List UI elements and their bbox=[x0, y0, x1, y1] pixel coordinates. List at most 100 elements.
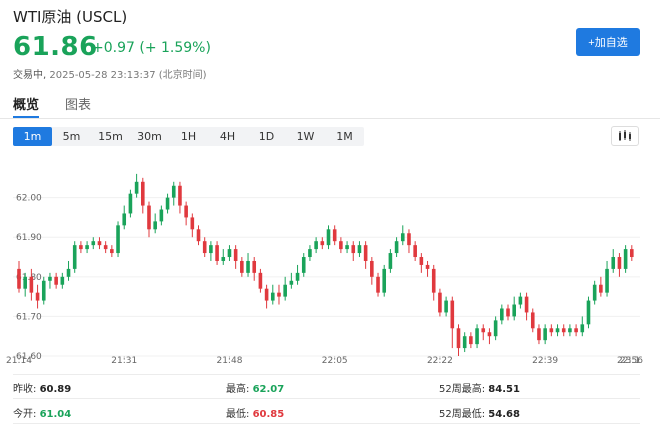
candle-body bbox=[462, 336, 467, 349]
stat-value: 60.89 bbox=[39, 384, 72, 395]
candle-body bbox=[289, 280, 294, 285]
candle-body bbox=[227, 249, 232, 258]
candle-body bbox=[277, 292, 281, 297]
candle-body bbox=[543, 328, 547, 341]
period-30m[interactable]: 30m bbox=[137, 130, 162, 143]
candle-body bbox=[190, 217, 195, 230]
y-tick-label: 61.60 bbox=[16, 352, 42, 362]
tab-overview[interactable]: 概览 bbox=[13, 98, 40, 113]
last-price: 61.86 bbox=[13, 32, 98, 62]
candle-body bbox=[376, 276, 380, 293]
candle-body bbox=[97, 241, 102, 246]
candle-body bbox=[623, 249, 628, 269]
stat-label: 最高: bbox=[226, 384, 250, 395]
candle-body bbox=[202, 241, 207, 254]
candle-body bbox=[246, 260, 250, 273]
instrument-title: WTI原油 (USCL) bbox=[13, 8, 128, 26]
candle-body bbox=[574, 328, 578, 333]
candle-body bbox=[308, 249, 312, 258]
candle-body bbox=[48, 276, 52, 281]
period-1mo[interactable]: 1M bbox=[336, 130, 353, 143]
candle-body bbox=[431, 268, 436, 293]
candle-body bbox=[23, 276, 27, 289]
candle-body bbox=[493, 320, 498, 337]
period-1h[interactable]: 1H bbox=[180, 130, 197, 143]
period-1w[interactable]: 1W bbox=[296, 130, 315, 143]
candle-body bbox=[592, 284, 597, 301]
candle-body bbox=[184, 205, 188, 218]
period-15m[interactable]: 15m bbox=[98, 130, 123, 143]
candle-body bbox=[555, 328, 560, 333]
candle-body bbox=[141, 181, 145, 206]
candle-body bbox=[370, 260, 374, 277]
candle-body bbox=[450, 300, 455, 329]
candle-body bbox=[215, 245, 219, 261]
candle-body bbox=[85, 245, 89, 250]
period-5m[interactable]: 5m bbox=[62, 130, 81, 143]
candle-body bbox=[110, 249, 114, 254]
candle-body bbox=[128, 193, 133, 214]
stat-value: 61.04 bbox=[39, 409, 72, 420]
candle-body bbox=[524, 296, 529, 313]
candle-body bbox=[487, 332, 492, 337]
candle-body bbox=[91, 241, 96, 246]
candle-body bbox=[116, 225, 120, 254]
period-1m[interactable]: 1m bbox=[13, 127, 52, 146]
candle-body bbox=[79, 245, 83, 250]
stat-52w-high: 52周最高: 84.51 bbox=[439, 380, 520, 395]
candle-body bbox=[400, 233, 405, 242]
candle-body bbox=[586, 300, 591, 325]
candle-body bbox=[339, 241, 343, 250]
candle-body bbox=[580, 324, 585, 333]
add-watchlist-button[interactable]: +加自选 bbox=[576, 28, 640, 56]
candle-body bbox=[568, 328, 572, 333]
candle-body bbox=[233, 249, 238, 261]
x-tick-label: 21:48 bbox=[216, 356, 242, 366]
candle-body bbox=[122, 213, 127, 226]
candle-body bbox=[66, 268, 71, 277]
stat-open: 今开: 61.04 bbox=[13, 405, 71, 420]
stat-label: 52周最高: bbox=[439, 384, 486, 395]
y-tick-label: 61.90 bbox=[16, 233, 42, 243]
active-tab-indicator bbox=[13, 116, 39, 118]
candle-body bbox=[561, 328, 566, 333]
candle-body bbox=[134, 181, 139, 194]
candle-body bbox=[617, 257, 622, 269]
tab-chart[interactable]: 图表 bbox=[65, 98, 92, 113]
stat-value: 62.07 bbox=[252, 384, 285, 395]
candle-body bbox=[332, 229, 337, 242]
candle-body bbox=[630, 249, 634, 258]
period-4h[interactable]: 4H bbox=[219, 130, 236, 143]
x-tick-label: 22:05 bbox=[322, 356, 348, 366]
candle-body bbox=[506, 308, 510, 317]
candle-body bbox=[407, 233, 411, 246]
x-tick-label: 23:1 bbox=[620, 356, 640, 366]
period-1d[interactable]: 1D bbox=[258, 130, 275, 143]
y-tick-label: 61.70 bbox=[16, 312, 42, 322]
candle-body bbox=[153, 221, 157, 230]
candle-body bbox=[41, 280, 46, 301]
price-change: +0.97 (+ 1.59%) bbox=[92, 40, 211, 56]
chart-type-button[interactable] bbox=[611, 126, 639, 146]
candle-body bbox=[178, 185, 182, 206]
candle-body bbox=[549, 328, 554, 333]
candle-body bbox=[221, 257, 226, 261]
stat-label: 最低: bbox=[226, 409, 250, 420]
candle-body bbox=[301, 257, 306, 273]
candle-body bbox=[270, 292, 275, 301]
candle-body bbox=[72, 245, 77, 269]
candle-body bbox=[475, 328, 479, 345]
candle-body bbox=[351, 245, 356, 254]
candle-body bbox=[388, 253, 393, 269]
candle-body bbox=[469, 336, 473, 345]
candle-body bbox=[159, 209, 164, 222]
period-selector: 1m 5m 15m 30m 1H 4H 1D 1W 1M bbox=[13, 127, 364, 146]
status-label: 交易中, bbox=[13, 70, 47, 81]
candle-body bbox=[518, 296, 523, 305]
stat-value: 60.85 bbox=[252, 409, 285, 420]
view-tabs: 概览 图表 bbox=[13, 94, 91, 117]
candle-body bbox=[444, 300, 448, 313]
candle-body bbox=[357, 245, 362, 254]
trading-status: 交易中, 2025-05-28 23:13:37 (北京时间) bbox=[13, 66, 207, 81]
